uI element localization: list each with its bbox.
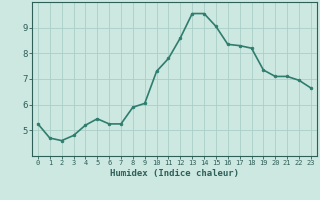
X-axis label: Humidex (Indice chaleur): Humidex (Indice chaleur) bbox=[110, 169, 239, 178]
